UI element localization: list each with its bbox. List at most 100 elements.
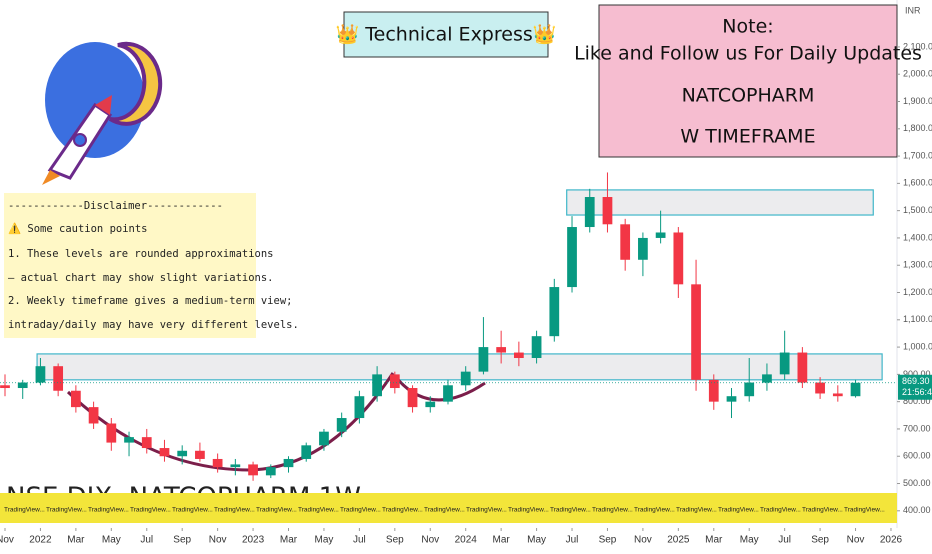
news-item[interactable]: TradingView... bbox=[802, 507, 843, 514]
candle-body bbox=[567, 227, 577, 288]
y-tick-label: 1,700.00 bbox=[903, 150, 932, 160]
x-tick-label: Nov bbox=[209, 535, 227, 546]
candle-body bbox=[832, 393, 843, 397]
news-item[interactable]: TradingView... bbox=[172, 507, 213, 514]
cup-curve bbox=[393, 375, 486, 402]
news-item[interactable]: TradingView... bbox=[634, 507, 675, 514]
last-price-box bbox=[898, 374, 932, 400]
news-strip bbox=[0, 493, 897, 523]
candle-body bbox=[708, 379, 719, 402]
candle-body bbox=[319, 431, 329, 446]
disclaimer-line: 2. Weekly timeframe gives a medium-term … bbox=[8, 295, 292, 307]
x-tick-label: Sep bbox=[811, 535, 829, 546]
y-tick-label: 500.00 bbox=[903, 478, 931, 488]
y-tick-label: 1,100.00 bbox=[903, 314, 932, 324]
candle-body bbox=[372, 374, 382, 397]
note-line: W TIMEFRAME bbox=[680, 126, 815, 148]
news-item[interactable]: TradingView... bbox=[382, 507, 423, 514]
candle-body bbox=[815, 382, 825, 394]
y-tick-label: 400.00 bbox=[903, 505, 931, 515]
x-tick-label: Mar bbox=[67, 535, 85, 546]
y-tick-label: 2,000.00 bbox=[903, 69, 932, 79]
candle-body bbox=[496, 347, 507, 353]
news-item[interactable]: TradingView... bbox=[46, 507, 87, 514]
candle-body bbox=[531, 336, 542, 359]
news-item[interactable]: TradingView... bbox=[592, 507, 633, 514]
candle-body bbox=[691, 284, 701, 380]
x-tick-label: Nov bbox=[634, 535, 652, 546]
news-item[interactable]: TradingView... bbox=[340, 507, 381, 514]
news-item[interactable]: TradingView... bbox=[256, 507, 297, 514]
x-tick-label: Jul bbox=[566, 535, 579, 546]
y-tick-label: 900.00 bbox=[903, 369, 931, 379]
candle-body bbox=[407, 388, 418, 408]
y-tick-label: 1,600.00 bbox=[903, 178, 932, 188]
news-item[interactable]: TradingView... bbox=[718, 507, 759, 514]
disclaimer-line: ------------Disclaimer------------ bbox=[8, 200, 223, 212]
disclaimer-box bbox=[4, 193, 256, 338]
x-tick-label: 2023 bbox=[242, 535, 265, 546]
news-item[interactable]: TradingView... bbox=[298, 507, 339, 514]
news-item[interactable]: TradingView... bbox=[760, 507, 801, 514]
x-tick-label: Jul bbox=[778, 535, 791, 546]
y-tick-label: 600.00 bbox=[903, 451, 931, 461]
news-item[interactable]: TradingView... bbox=[550, 507, 591, 514]
currency: INR bbox=[905, 5, 921, 15]
news-item[interactable]: TradingView... bbox=[508, 507, 549, 514]
news-item[interactable]: TradingView... bbox=[466, 507, 507, 514]
news-item[interactable]: TradingView... bbox=[130, 507, 171, 514]
candle-body bbox=[53, 366, 64, 391]
x-tick-label: Nov bbox=[0, 535, 14, 546]
candle-body bbox=[443, 385, 453, 402]
candle-body bbox=[283, 458, 294, 468]
title-box bbox=[343, 11, 549, 58]
news-item[interactable]: TradingView... bbox=[424, 507, 465, 514]
title: 👑 Technical Express👑 bbox=[336, 24, 557, 46]
news-item[interactable]: TradingView... bbox=[4, 507, 45, 514]
x-tick-label: Mar bbox=[280, 535, 298, 546]
news-item[interactable]: TradingView... bbox=[88, 507, 129, 514]
candle-body bbox=[265, 467, 276, 476]
candle-body bbox=[71, 390, 81, 408]
x-tick-label: Nov bbox=[421, 535, 439, 546]
zone bbox=[36, 353, 883, 381]
candle-body bbox=[460, 371, 471, 386]
candle-body bbox=[248, 464, 258, 476]
candle-body bbox=[584, 197, 595, 228]
x-tick-label: May bbox=[102, 535, 121, 546]
note-box bbox=[598, 4, 898, 158]
news-item[interactable]: TradingView... bbox=[214, 507, 255, 514]
disclaimer-line: intraday/daily may have very different l… bbox=[8, 319, 299, 331]
candle-body bbox=[850, 382, 861, 397]
x-tick-label: 2022 bbox=[29, 535, 52, 546]
x-tick-label: Mar bbox=[493, 535, 511, 546]
candle-body bbox=[230, 464, 241, 468]
candle-body bbox=[673, 232, 684, 285]
candle-body bbox=[779, 352, 790, 375]
candle-body bbox=[106, 423, 117, 443]
candle-body bbox=[762, 374, 772, 383]
news-item[interactable]: TradingView... bbox=[676, 507, 717, 514]
candle-body bbox=[389, 374, 400, 389]
news-item[interactable]: TradingView... bbox=[844, 507, 885, 514]
y-tick-label: 1,400.00 bbox=[903, 232, 932, 242]
candle-body bbox=[195, 450, 205, 459]
candle-body bbox=[655, 232, 666, 238]
candle-body bbox=[124, 437, 134, 443]
x-tick-label: 2026 bbox=[880, 535, 903, 546]
candle-body bbox=[336, 418, 347, 432]
candle-body bbox=[726, 396, 737, 402]
candle-body bbox=[602, 197, 613, 225]
y-tick-label: 800.00 bbox=[903, 396, 931, 406]
candle-body bbox=[177, 450, 188, 457]
x-tick-label: 2025 bbox=[667, 535, 690, 546]
x-tick-label: Sep bbox=[386, 535, 404, 546]
note-line: Note: bbox=[722, 16, 773, 38]
zone bbox=[566, 189, 874, 216]
candle-body bbox=[301, 445, 312, 459]
y-tick-label: 1,500.00 bbox=[903, 205, 932, 215]
candle-body bbox=[638, 237, 648, 260]
y-tick-label: 1,000.00 bbox=[903, 341, 932, 351]
